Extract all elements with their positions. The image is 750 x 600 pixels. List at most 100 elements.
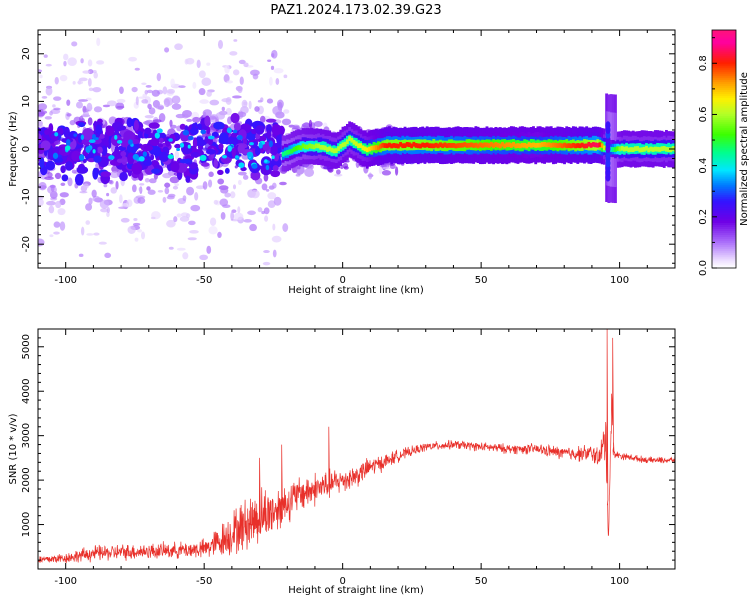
- spectrogram-ridge-cell: [631, 147, 635, 153]
- spectrogram-ridge-cell: [585, 143, 589, 149]
- spectrogram-ridge-cell: [532, 142, 535, 148]
- spectrogram-noise-blob: [243, 62, 249, 68]
- spectrogram-noise-blob: [209, 99, 220, 106]
- spectrogram-ridge-cell: [454, 143, 458, 149]
- spectrogram-peak-blob: [251, 163, 258, 169]
- spectrogram-noise-blob: [273, 196, 282, 206]
- spectrogram-ridge-cell: [647, 147, 651, 153]
- spectrogram-signal-blob: [71, 150, 81, 162]
- spectrogram-noise-blob: [202, 181, 208, 190]
- spectrogram-ridge-cell: [580, 142, 584, 148]
- spectrogram-peak-blob: [167, 154, 174, 160]
- spectrogram-noise-blob: [38, 119, 43, 128]
- spectrogram-noise-blob: [66, 113, 72, 117]
- snr-frame: [37, 328, 676, 570]
- colorbar-segment: [712, 164, 736, 168]
- spectrogram-ridge-cell: [660, 146, 664, 152]
- spectrogram-ridge-cell: [474, 142, 478, 148]
- snr-x-tick-label: -100: [54, 576, 77, 587]
- spectrogram-ridge-cell: [399, 141, 402, 147]
- spectrogram-peak-blob: [176, 147, 181, 152]
- spectrogram-peak-blob: [249, 142, 254, 146]
- spectrogram-peak-blob: [156, 128, 163, 134]
- spectrogram-noise-blob: [98, 241, 107, 245]
- spectrogram-noise-blob: [230, 211, 235, 221]
- spectrogram-ridge-cell: [545, 142, 549, 148]
- spectrogram-signal-blob: [231, 146, 237, 158]
- spectrogram-ridge-cell: [611, 147, 615, 152]
- colorbar-segment: [712, 97, 736, 101]
- spectrogram-ridge-cell: [629, 147, 633, 152]
- spectrogram-signal-blob: [65, 161, 74, 171]
- spectrogram-signal-blob: [197, 139, 207, 147]
- spectrogram-ridge-cell: [540, 142, 544, 147]
- spectrogram-ridge-cell: [370, 145, 374, 151]
- spectrogram-noise-blob: [83, 183, 89, 189]
- colorbar-segment: [712, 152, 736, 156]
- spectrogram-noise-blob: [174, 150, 180, 160]
- spectrogram-noise-blob: [127, 225, 136, 235]
- spectrogram-noise-blob: [259, 115, 266, 123]
- spectrogram-ridge-cell: [638, 147, 642, 153]
- spectrogram-ridge-cell: [538, 142, 542, 148]
- spectrogram-noise-blob: [343, 166, 349, 170]
- spectrogram-noise-blob: [271, 235, 282, 243]
- spectrogram-noise-blob: [164, 47, 170, 53]
- spectrogram-noise-blob: [96, 60, 105, 65]
- spectrogram-ridge-cell: [376, 145, 380, 151]
- spectrogram-noise-blob: [232, 69, 240, 76]
- spectrogram-ridge-cell: [587, 141, 591, 147]
- spectrogram-noise-blob: [248, 100, 252, 110]
- spectrogram-noise-blob: [146, 89, 153, 94]
- spectrogram-ridge-cell: [308, 143, 312, 149]
- spectrogram-noise-blob: [45, 63, 52, 67]
- colorbar-segment: [712, 166, 736, 170]
- spectrogram-ridge-cell: [529, 142, 533, 148]
- spectrogram-peak-blob: [132, 153, 140, 161]
- spectrogram-noise-blob: [257, 207, 263, 213]
- spectrogram-noise-blob: [272, 182, 277, 189]
- spectrogram-ridge-cell: [618, 146, 622, 152]
- colorbar-segment: [712, 45, 736, 49]
- spectrogram-noise-blob: [45, 86, 53, 96]
- spectrogram-ridge-cell: [443, 142, 447, 148]
- spectrogram-signal-blob: [38, 127, 41, 135]
- spectrogram-ridge-cell: [492, 143, 496, 148]
- colorbar-segment: [712, 226, 736, 229]
- colorbar-gradient: [712, 30, 736, 269]
- spectrogram-ridge-cell: [640, 147, 644, 153]
- spectrogram-noise-blob: [176, 247, 186, 251]
- spectrogram-ridge-cell: [463, 142, 467, 147]
- spectrogram-noise-blob: [313, 120, 323, 128]
- spectrogram-noise-blob: [80, 226, 85, 236]
- spectrogram-ridge-cell: [350, 137, 354, 143]
- spectrogram-noise-blob: [82, 111, 90, 118]
- spectrogram-noise-blob: [119, 86, 124, 94]
- colorbar-segment: [712, 105, 736, 108]
- colorbar-segment: [712, 147, 736, 150]
- colorbar-segment: [712, 93, 736, 97]
- spectrogram-noise-blob: [144, 178, 150, 183]
- colorbar-segment: [712, 202, 736, 206]
- spectrogram-ridge-cell: [485, 142, 489, 148]
- spectrogram-ridge-cell: [594, 142, 597, 148]
- spectrogram-peak-blob: [64, 145, 71, 151]
- spectrogram-noise-blob: [206, 62, 211, 66]
- spectrogram-noise-blob: [198, 88, 206, 96]
- spectrogram-signal-blob: [270, 170, 281, 178]
- spectrogram-noise-blob: [187, 237, 197, 241]
- spectrogram-signal-blob: [150, 137, 160, 147]
- colorbar-segment: [712, 208, 736, 212]
- spectrogram-ridge-cell: [365, 147, 369, 153]
- spectrogram-noise-blob: [78, 253, 84, 257]
- spectrogram-noise-blob: [267, 59, 272, 63]
- spectrogram-peak-blob: [154, 132, 160, 139]
- spectrogram-noise-blob: [206, 91, 212, 97]
- spectrogram-noise-blob: [265, 188, 270, 192]
- spectrogram-noise-blob: [71, 169, 77, 174]
- colorbar-segment: [712, 196, 736, 200]
- colorbar-segment: [712, 228, 736, 231]
- colorbar-segment: [712, 79, 736, 83]
- spectrogram-noise-blob: [222, 204, 231, 208]
